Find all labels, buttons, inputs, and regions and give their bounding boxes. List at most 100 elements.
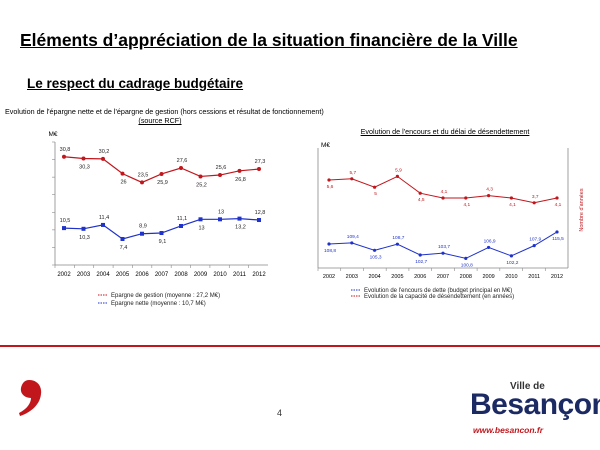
chart2-x-tick-label: 2002: [323, 274, 335, 280]
chart2-point: [532, 201, 536, 205]
chart2-point: [464, 256, 468, 260]
chart2-data-label: 5,7: [349, 170, 356, 176]
chart2-data-label: 109,4: [347, 234, 359, 240]
chart1-x-tick-label: 2003: [77, 272, 91, 278]
chart1-point: [198, 174, 203, 179]
chart2-data-label: 5,9: [395, 167, 402, 173]
chart1-data-label: 10,3: [79, 235, 90, 241]
chart2-legend-label: Evolution de la capacité de désendetteme…: [364, 294, 514, 300]
chart2-title-text: Evolution de l'encours et du délai de dé…: [360, 127, 530, 136]
chart2-x-tick-label: 2007: [437, 274, 449, 280]
chart1-data-label: 11,4: [99, 215, 109, 221]
chart1-data-label: 13: [218, 209, 224, 215]
slide-title: Eléments d’appréciation de la situation …: [20, 30, 518, 50]
chart1-point: [62, 226, 66, 231]
chart1-point: [120, 171, 125, 176]
chart2-data-label: 105,3: [370, 254, 382, 260]
chart2-point: [441, 196, 445, 200]
chart2-x-tick-label: 2008: [460, 274, 472, 280]
chart2-data-label: 4,3: [486, 187, 493, 193]
chart2-data-label: 103,7: [438, 244, 450, 250]
chart2-point: [487, 245, 491, 250]
chart1-legend-label: Epargne de gestion (moyenne : 27,2 M€): [111, 293, 220, 299]
chart1-data-label: 10,5: [60, 218, 71, 224]
chart1-point: [179, 166, 183, 171]
chart2-ylabel: M€: [321, 142, 330, 149]
chart2-point: [350, 241, 354, 245]
chart1-data-label: 8,9: [139, 224, 147, 230]
logo-besancon: Besançon: [470, 388, 600, 421]
chart2-x-tick-label: 2003: [346, 274, 358, 280]
chart1-source: (source RCF): [138, 116, 182, 125]
chart2-title: Evolution de l'encours et du délai de dé…: [315, 127, 575, 136]
chart1-title-text: Evolution de l'épargne nette et de l'épa…: [5, 107, 324, 116]
chart2-data-label: 107,9: [529, 237, 541, 243]
chart1-x-tick-label: 2002: [57, 272, 71, 278]
chart2-point: [555, 196, 559, 200]
chart2-point: [395, 242, 399, 246]
chart2-y2label: Nombre d'années: [579, 188, 585, 231]
chart1-point: [120, 236, 125, 241]
chart2-data-label: 106,9: [484, 238, 496, 244]
chart2-x-tick-label: 2006: [414, 274, 426, 280]
chart1-x-tick-label: 2005: [116, 272, 130, 278]
chart1-data-label: 30,2: [99, 149, 110, 155]
chart1-data-label: 25,9: [157, 180, 168, 186]
chart2-point: [373, 185, 377, 189]
chart1-point: [140, 180, 144, 185]
chart1-point: [179, 223, 183, 228]
chart1-data-label: 30,3: [79, 165, 90, 171]
chart1-point: [62, 154, 66, 159]
chart1-point: [101, 156, 105, 161]
chart2-data-label: 4,1: [555, 202, 562, 208]
chart2-data-label: 4,1: [463, 202, 470, 208]
chart1-point: [159, 231, 164, 236]
chart1-data-label: 27,6: [177, 158, 188, 164]
chart1-data-label: 7,4: [120, 245, 128, 251]
chart2-data-label: 108,7: [392, 235, 404, 241]
slide-subtitle: Le respect du cadrage budgétaire: [27, 76, 244, 91]
chart2-data-label: 100,8: [461, 262, 473, 268]
chart2-point: [509, 196, 513, 200]
chart1-data-label: 11,1: [177, 216, 187, 222]
chart1-data-label: 25,2: [196, 182, 207, 188]
logo-ville-de: Ville de: [510, 381, 545, 392]
chart1-x-tick-label: 2011: [233, 272, 247, 278]
chart2-point: [555, 230, 559, 234]
chart1-point: [140, 231, 144, 236]
chart1-x-tick-label: 2006: [135, 272, 149, 278]
chart2-point: [532, 244, 536, 248]
chart2-point: [327, 242, 331, 246]
chart2-data-label: 4,1: [509, 202, 516, 208]
chart2-data-label: 5,6: [327, 184, 334, 190]
chart1-x-tick-label: 2008: [174, 272, 188, 278]
chart1-point: [218, 173, 222, 178]
chart2-legend-label: Evolution de l'encours de dette (budget …: [364, 288, 512, 294]
chart2-point: [441, 251, 445, 255]
chart2-point: [395, 174, 399, 178]
chart1-x-tick-label: 2004: [96, 272, 110, 278]
chart2-x-tick-label: 2004: [368, 274, 380, 280]
chart2-point: [487, 194, 491, 198]
chart2-data-label: 102,7: [415, 259, 427, 265]
chart1-x-tick-label: 2009: [194, 272, 208, 278]
chart1-data-label: 27,3: [255, 159, 266, 165]
chart2-point: [350, 177, 354, 181]
chart1-point: [237, 168, 242, 173]
logo-url: www.besancon.fr: [473, 425, 544, 435]
chart2-data-label: 102,2: [506, 260, 518, 266]
chart2-x-tick-label: 2005: [391, 274, 403, 280]
chart2-point: [418, 253, 422, 257]
chart1-data-label: 26: [120, 180, 126, 186]
chart2-x-tick-label: 2010: [505, 274, 517, 280]
chart2-x-tick-label: 2012: [551, 274, 563, 280]
chart2-data-label: 4,5: [418, 197, 425, 203]
chart1-data-label: 13: [198, 225, 204, 231]
slide-divider: [0, 345, 600, 347]
chart1-point: [81, 226, 86, 231]
chart1-legend-label: Epargne nette (moyenne : 10,7 M€): [111, 301, 206, 307]
chart1-data-label: 26,8: [235, 177, 246, 183]
chart1-data-label: 9,1: [159, 239, 167, 245]
